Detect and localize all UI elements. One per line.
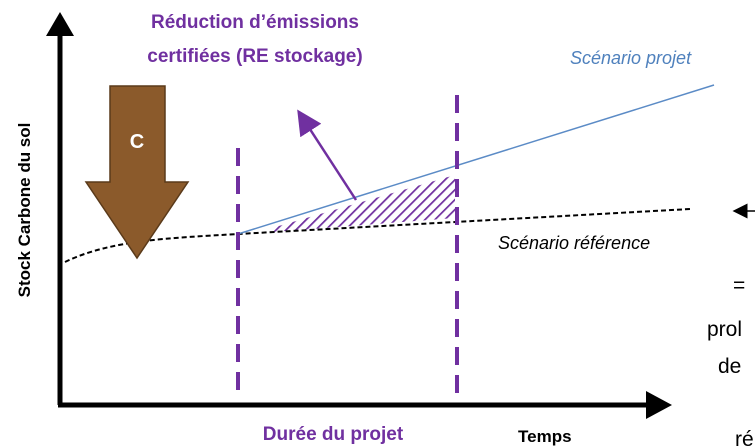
annotation-line2: certifiées (RE stockage) [147,46,362,67]
x-axis-label: Temps [518,427,572,446]
side-text: prol [707,318,742,341]
x-axis-arrow [646,391,672,419]
annotation-line1: Réduction d’émissions [151,12,359,33]
side-text: de [718,355,741,378]
y-axis-label: Stock Carbone du sol [15,123,34,298]
side-text: ré [735,428,754,447]
project-line [237,84,715,235]
y-axis-arrow [46,12,74,36]
emission-reduction-area [272,175,455,232]
reference-curve [64,208,691,263]
side-text: = [733,274,745,297]
carbon-arrow [84,85,190,260]
reference-scenario-label: Scénario référence [498,233,650,253]
duration-label: Durée du projet [263,424,404,445]
arrow-letter: C [130,131,144,153]
annotation-arrow [297,109,358,201]
project-scenario-label: Scénario projet [570,48,692,68]
